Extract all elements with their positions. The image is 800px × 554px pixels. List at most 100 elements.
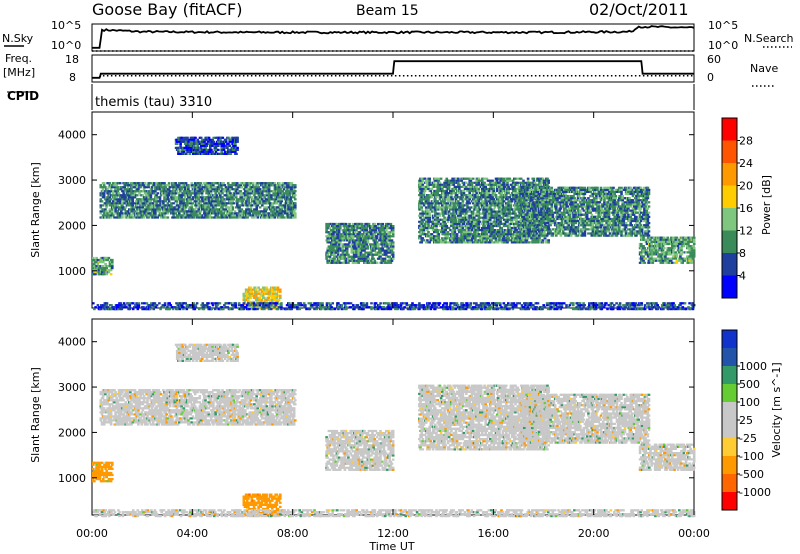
power-cell	[498, 192, 501, 194]
power-cell	[483, 227, 486, 229]
power-cell	[121, 216, 124, 218]
power-cell	[491, 229, 494, 231]
power-cell	[252, 184, 255, 186]
power-cell	[345, 262, 348, 264]
power-cell	[127, 190, 130, 192]
power-cell	[178, 196, 181, 198]
power-cell	[103, 210, 106, 212]
power-cell	[435, 190, 438, 192]
power-cell	[471, 239, 474, 241]
power-cell	[452, 192, 455, 194]
power-cell	[290, 212, 293, 214]
power-cell	[467, 206, 470, 208]
power-cell	[422, 188, 425, 190]
power-cell	[444, 229, 447, 231]
power-cell	[326, 254, 329, 256]
power-cell	[258, 182, 261, 184]
power-cell	[489, 219, 492, 221]
power-cell	[443, 217, 446, 219]
power-cell	[184, 196, 187, 198]
power-cell	[332, 223, 335, 225]
power-cell	[216, 194, 219, 196]
power-cell	[105, 210, 108, 212]
power-cell	[509, 178, 512, 180]
power-cell	[436, 200, 439, 202]
power-cell	[212, 184, 215, 186]
power-cell	[435, 196, 438, 198]
power-cell	[497, 196, 500, 198]
power-cell	[189, 153, 192, 155]
power-cell	[205, 216, 208, 218]
power-cell	[483, 235, 486, 237]
power-cell	[282, 190, 285, 192]
power-cell	[462, 206, 465, 208]
power-cell	[344, 256, 347, 258]
power-cell	[452, 180, 455, 182]
power-cell	[474, 237, 477, 239]
power-cell	[101, 200, 104, 202]
power-cell	[450, 219, 453, 221]
power-cell	[148, 204, 151, 206]
power-cell	[239, 198, 242, 200]
power-cell	[392, 235, 395, 237]
power-cell	[470, 194, 473, 196]
power-cell	[438, 233, 441, 235]
power-cell	[117, 190, 120, 192]
power-cell	[479, 221, 482, 223]
power-cell	[239, 190, 242, 192]
power-cell	[465, 241, 468, 243]
power-cell	[329, 256, 332, 258]
power-cell	[447, 233, 450, 235]
power-cell	[420, 200, 423, 202]
power-cell	[243, 184, 246, 186]
power-cell	[145, 202, 148, 204]
power-cell	[439, 208, 442, 210]
power-cell	[223, 149, 226, 151]
power-cell	[379, 239, 382, 241]
power-cell	[475, 180, 478, 182]
power-cell	[490, 208, 493, 210]
power-cell	[102, 190, 105, 192]
power-cell	[227, 182, 230, 184]
power-cell	[243, 196, 246, 198]
power-cell	[419, 233, 422, 235]
power-cell	[481, 227, 484, 229]
power-cell	[116, 196, 119, 198]
power-cell	[141, 208, 144, 210]
power-cell	[464, 211, 467, 213]
power-cell	[136, 204, 139, 206]
power-cell	[432, 229, 435, 231]
power-cell	[197, 208, 200, 210]
power-cell	[192, 198, 195, 200]
power-cell	[466, 190, 469, 192]
power-cell	[222, 137, 225, 139]
power-cell	[426, 208, 429, 210]
power-cell	[499, 221, 502, 223]
power-cell	[258, 210, 261, 212]
power-cell	[109, 192, 112, 194]
power-cell	[339, 227, 342, 229]
power-cell	[234, 151, 237, 153]
power-cell	[474, 239, 477, 241]
power-cell	[427, 198, 430, 200]
power-cell	[212, 137, 215, 139]
power-cell	[510, 202, 513, 204]
power-cell	[495, 237, 498, 239]
power-cell	[172, 186, 175, 188]
power-cell	[180, 188, 183, 190]
power-cell	[272, 198, 275, 200]
power-cell	[466, 204, 469, 206]
power-cell	[509, 211, 512, 213]
power-cell	[234, 145, 237, 147]
power-cell	[277, 190, 280, 192]
power-cell	[459, 206, 462, 208]
power-cell	[265, 210, 268, 212]
power-cell	[147, 208, 150, 210]
power-cell	[387, 231, 390, 233]
power-cell	[330, 245, 333, 247]
power-cell	[222, 202, 225, 204]
power-cell	[367, 256, 370, 258]
power-cell	[498, 217, 501, 219]
power-cell	[379, 252, 382, 254]
power-cell	[442, 192, 445, 194]
